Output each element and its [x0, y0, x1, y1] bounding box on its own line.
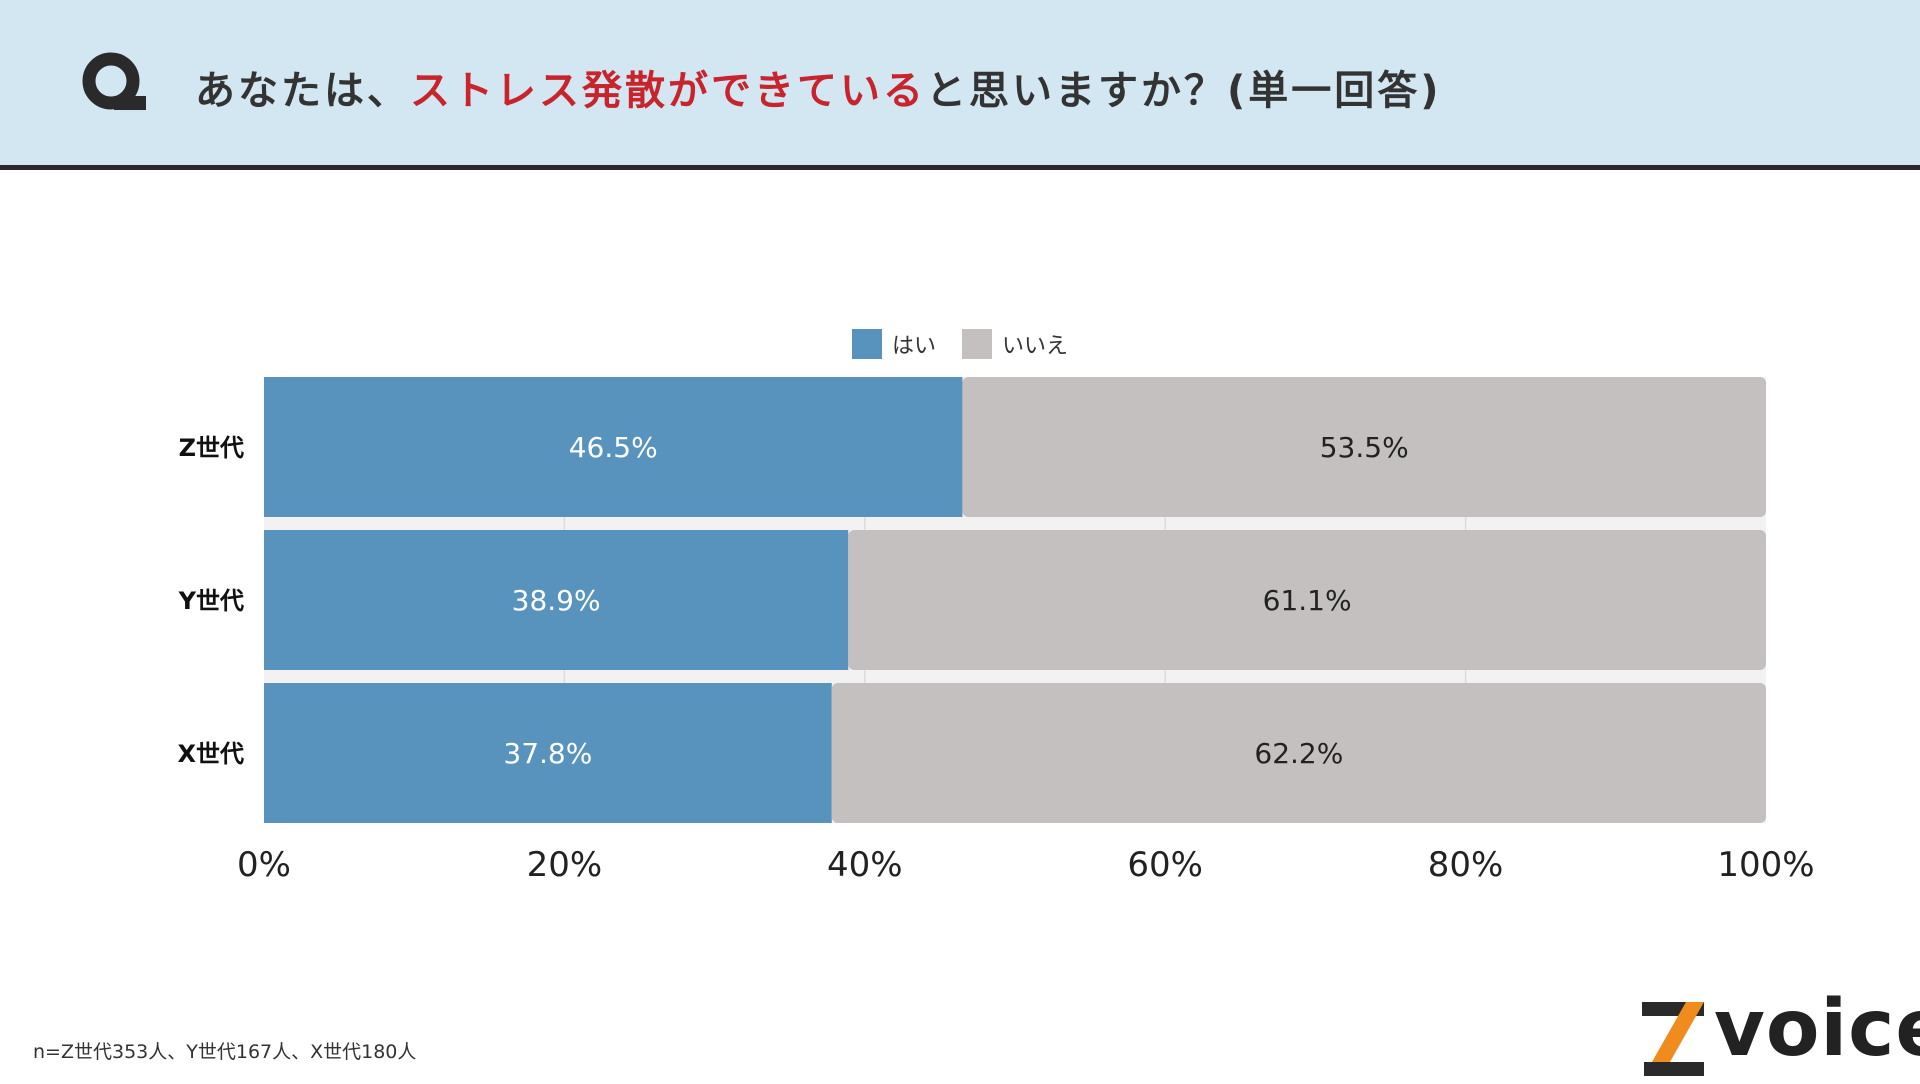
- logo-z-mark: [1642, 1002, 1704, 1076]
- x-tick-label: 100%: [1717, 845, 1814, 885]
- x-tick-label: 40%: [827, 845, 903, 885]
- x-tick-label: 20%: [527, 845, 603, 885]
- question-highlight: ストレス発散ができている: [410, 68, 926, 114]
- category-label: X世代: [177, 740, 244, 768]
- q-icon: [82, 52, 146, 110]
- question-post: と思いますか？(単一回答): [926, 68, 1442, 114]
- bar-no: [962, 377, 1766, 517]
- category-label: Y世代: [178, 587, 244, 615]
- legend-item-no: いいえ: [962, 328, 1068, 360]
- bar-yes: [264, 683, 832, 823]
- data-label: 62.2%: [1254, 737, 1343, 770]
- bar-yes: [264, 530, 849, 670]
- bar-no: [831, 683, 1766, 823]
- header-banner: あなたは、ストレス発散ができていると思いますか？(単一回答): [0, 0, 1920, 170]
- x-tick-label: 60%: [1127, 845, 1203, 885]
- bar-no: [848, 530, 1766, 670]
- bar-yes: [264, 377, 963, 517]
- legend-label-yes: はい: [891, 334, 936, 359]
- legend-label-no: いいえ: [1002, 334, 1069, 359]
- legend-swatch-no: [962, 329, 992, 359]
- data-label: 61.1%: [1263, 584, 1352, 617]
- data-label: 38.9%: [512, 584, 601, 617]
- x-tick-label: 0%: [237, 845, 291, 885]
- logo-text: voice: [1714, 984, 1920, 1074]
- data-label: 46.5%: [569, 431, 658, 464]
- sample-size-note: n=Z世代353人、Y世代167人、X世代180人: [33, 1041, 417, 1063]
- legend-item-yes: はい: [851, 328, 936, 360]
- data-label: 53.5%: [1320, 431, 1409, 464]
- x-tick-label: 80%: [1428, 845, 1504, 885]
- category-label: Z世代: [179, 434, 244, 462]
- question-title: あなたは、ストレス発散ができていると思いますか？(単一回答): [195, 58, 1442, 116]
- data-label: 37.8%: [503, 737, 592, 770]
- question-pre: あなたは、: [195, 68, 410, 114]
- zvoice-logo: voice: [1638, 990, 1920, 1080]
- legend: はい いいえ: [0, 328, 1920, 360]
- legend-swatch-yes: [851, 329, 882, 359]
